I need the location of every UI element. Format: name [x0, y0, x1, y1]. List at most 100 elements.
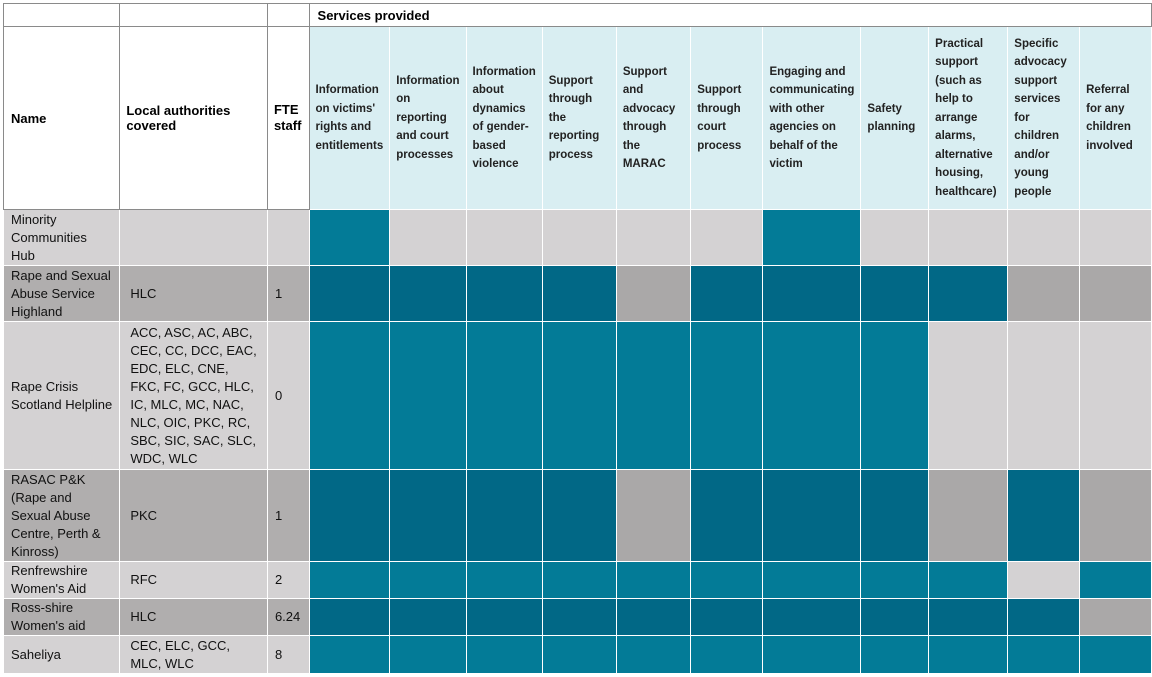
service-not-provided-cell — [928, 469, 1009, 562]
service-column-header: Safety planning — [860, 26, 930, 210]
service-not-provided-cell — [1007, 321, 1081, 470]
column-header-row: Name Local authorities covered FTE staff… — [2, 26, 1152, 210]
service-column-header: Information on victims' rights and entit… — [308, 26, 391, 210]
table-row: Renfrewshire Women's Aid RFC 2 — [2, 561, 1152, 599]
service-column-header: Information on reporting and court proce… — [389, 26, 467, 210]
local-authorities-column-header: Local authorities covered — [119, 26, 268, 210]
service-provided-cell — [860, 265, 930, 322]
fte-staff-column-header: FTE staff — [266, 26, 310, 210]
service-not-provided-cell — [1007, 561, 1081, 599]
service-provided-cell — [308, 598, 391, 636]
service-provided-cell — [389, 598, 467, 636]
service-provided-cell — [465, 635, 543, 674]
service-provided-cell — [928, 265, 1009, 322]
service-not-provided-cell — [389, 209, 467, 266]
service-provided-cell — [690, 635, 764, 674]
service-not-provided-cell — [541, 209, 617, 266]
service-provided-cell — [389, 469, 467, 562]
service-provided-cell — [615, 321, 692, 470]
blank-header-cell — [2, 3, 121, 27]
service-not-provided-cell — [1007, 265, 1081, 322]
fte-staff-value: 6.24 — [266, 598, 310, 636]
service-provided-cell — [928, 635, 1009, 674]
organisation-name: Renfrewshire Women's Aid — [2, 561, 121, 599]
local-authorities-covered: ACC, ASC, AC, ABC, CEC, CC, DCC, EAC, ED… — [119, 321, 268, 470]
service-provided-cell — [928, 561, 1009, 599]
organisation-name: Rape Crisis Scotland Helpline — [2, 321, 121, 470]
service-provided-cell — [389, 635, 467, 674]
service-provided-cell — [308, 209, 391, 266]
service-column-header: Engaging and communicating with other ag… — [762, 26, 862, 210]
service-provided-cell — [690, 561, 764, 599]
service-column-header: Support through the reporting process — [541, 26, 617, 210]
service-not-provided-cell — [1007, 209, 1081, 266]
fte-staff-value: 1 — [266, 469, 310, 562]
service-not-provided-cell — [690, 209, 764, 266]
service-not-provided-cell — [615, 469, 692, 562]
service-provided-cell — [308, 265, 391, 322]
service-column-header: Support and advocacy through the MARAC — [615, 26, 692, 210]
service-column-header: Specific advocacy support services for c… — [1007, 26, 1081, 210]
service-provided-cell — [389, 321, 467, 470]
service-not-provided-cell — [860, 209, 930, 266]
service-provided-cell — [690, 469, 764, 562]
service-provided-cell — [541, 469, 617, 562]
table-row: Saheliya CEC, ELC, GCC, MLC, WLC 8 — [2, 635, 1152, 674]
service-provided-cell — [762, 635, 862, 674]
service-provided-cell — [762, 469, 862, 562]
organisation-name: Ross-shire Women's aid — [2, 598, 121, 636]
service-column-header: Referral for any children involved — [1079, 26, 1152, 210]
table-row: Rape and Sexual Abuse Service Highland HL… — [2, 265, 1152, 322]
service-provided-cell — [389, 265, 467, 322]
local-authorities-covered: HLC — [119, 265, 268, 322]
service-provided-cell — [541, 321, 617, 470]
fte-staff-value: 0 — [266, 321, 310, 470]
service-provided-cell — [1079, 561, 1152, 599]
service-column-header: Practical support (such as help to arran… — [928, 26, 1009, 210]
services-table: Services provided Name Local authorities… — [2, 3, 1152, 674]
service-provided-cell — [1079, 635, 1152, 674]
service-provided-cell — [541, 635, 617, 674]
fte-staff-value: 8 — [266, 635, 310, 674]
service-provided-cell — [860, 635, 930, 674]
service-provided-cell — [465, 469, 543, 562]
service-provided-cell — [1007, 635, 1081, 674]
service-provided-cell — [615, 635, 692, 674]
service-provided-cell — [308, 469, 391, 562]
service-column-header: Information about dynamics of gender-bas… — [465, 26, 543, 210]
table-row: Rape Crisis Scotland Helpline ACC, ASC, A… — [2, 321, 1152, 470]
service-provided-cell — [762, 321, 862, 470]
local-authorities-covered: PKC — [119, 469, 268, 562]
service-provided-cell — [465, 265, 543, 322]
blank-header-cell — [119, 3, 268, 27]
service-not-provided-cell — [928, 321, 1009, 470]
blank-header-cell — [266, 3, 310, 27]
fte-staff-value: 1 — [266, 265, 310, 322]
organisation-name: Rape and Sexual Abuse Service Highland — [2, 265, 121, 322]
service-not-provided-cell — [1079, 598, 1152, 636]
service-provided-cell — [308, 635, 391, 674]
service-provided-cell — [465, 561, 543, 599]
service-provided-cell — [541, 598, 617, 636]
service-provided-cell — [465, 598, 543, 636]
service-provided-cell — [541, 561, 617, 599]
service-provided-cell — [762, 209, 862, 266]
service-provided-cell — [860, 561, 930, 599]
service-provided-cell — [762, 561, 862, 599]
service-provided-cell — [690, 265, 764, 322]
local-authorities-covered: HLC — [119, 598, 268, 636]
service-provided-cell — [928, 598, 1009, 636]
service-provided-cell — [690, 321, 764, 470]
organisation-name: RASAC P&K (Rape and Sexual Abuse Centre,… — [2, 469, 121, 562]
service-provided-cell — [762, 598, 862, 636]
service-provided-cell — [541, 265, 617, 322]
service-provided-cell — [860, 469, 930, 562]
local-authorities-covered — [119, 209, 268, 266]
local-authorities-covered: CEC, ELC, GCC, MLC, WLC — [119, 635, 268, 674]
table-row: RASAC P&K (Rape and Sexual Abuse Centre,… — [2, 469, 1152, 562]
service-provided-cell — [1007, 598, 1081, 636]
service-not-provided-cell — [1079, 209, 1152, 266]
service-provided-cell — [615, 561, 692, 599]
name-column-header: Name — [2, 26, 121, 210]
service-provided-cell — [690, 598, 764, 636]
